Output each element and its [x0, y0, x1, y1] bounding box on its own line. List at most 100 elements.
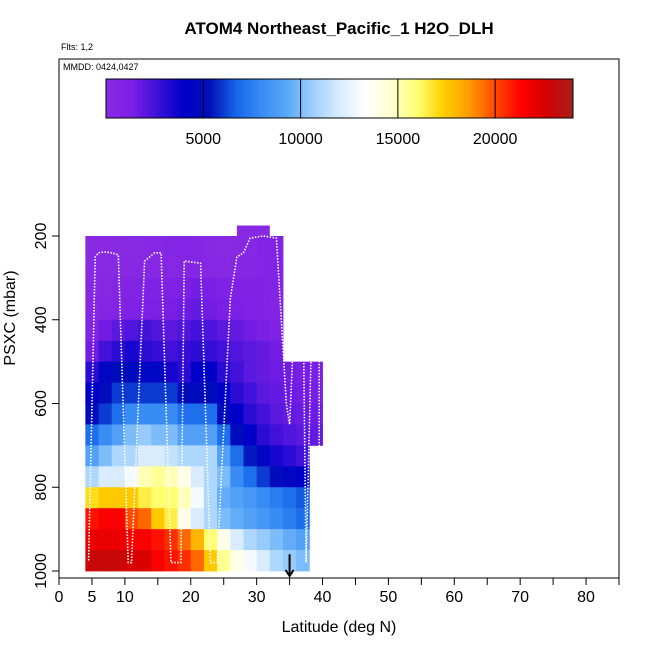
heatmap-cell	[217, 424, 231, 446]
heatmap-cell	[230, 445, 244, 467]
heatmap-cell	[190, 466, 205, 488]
x-axis: 0 5 10 20 30 40 50 60 70 80	[55, 578, 620, 606]
heatmap-cell	[164, 487, 178, 509]
heatmap-cell	[296, 487, 310, 509]
heatmap-cell	[111, 319, 126, 342]
heatmap-cell	[296, 403, 310, 425]
heatmap-cell	[98, 236, 113, 258]
heatmap-cell	[203, 508, 218, 530]
heatmap-cell	[269, 340, 284, 363]
x-tick-label: 30	[248, 589, 266, 606]
heatmap-cell	[256, 256, 271, 279]
heatmap-cell	[256, 466, 271, 488]
heatmap-cell	[164, 529, 178, 551]
heatmap-cell	[217, 403, 231, 425]
colorbar: 5000 10000 15000 20000	[105, 78, 574, 148]
heatmap-cell	[243, 403, 258, 425]
heatmap-cell	[111, 508, 126, 530]
x-tick-label: 80	[577, 589, 595, 606]
heatmap-cell	[230, 529, 244, 551]
heatmap-cell	[177, 236, 192, 258]
heatmap-cell	[269, 277, 284, 300]
heatmap-cell	[138, 487, 152, 509]
heatmap-cell	[177, 298, 192, 321]
heatmap-cell	[85, 277, 99, 300]
heatmap-cell	[164, 236, 178, 258]
heatmap-cell	[269, 319, 284, 342]
heatmap-cell	[85, 487, 99, 509]
heatmap-cell	[296, 382, 310, 404]
heatmap-cell	[190, 424, 205, 446]
heatmap-cell	[124, 403, 139, 425]
heatmap-cell	[296, 361, 310, 383]
heatmap-cell	[85, 340, 99, 363]
heatmap-cell	[269, 508, 284, 530]
heatmap-cell	[243, 319, 258, 342]
heatmap-cell	[230, 487, 244, 509]
heatmap-cell	[256, 550, 271, 572]
heatmap-cell	[230, 277, 244, 300]
heatmap-cell	[190, 529, 205, 551]
heatmap-cell	[190, 550, 205, 572]
heatmap-cell	[269, 256, 284, 279]
heatmap-cell	[190, 403, 205, 425]
heatmap-cell	[283, 361, 297, 383]
heatmap-cell	[164, 256, 178, 279]
heatmap-cell	[269, 403, 284, 425]
heatmap-cell	[151, 256, 165, 279]
x-tick-label: 0	[55, 589, 64, 606]
heatmap-cell	[283, 445, 297, 467]
chart-title: ATOM4 Northeast_Pacific_1 H2O_DLH	[184, 19, 493, 38]
heatmap-cell	[177, 466, 192, 488]
heatmap-cell	[111, 403, 126, 425]
heatmap-cell	[203, 361, 218, 383]
x-tick-label: 5	[87, 589, 96, 606]
y-tick-label: 1000	[33, 553, 50, 589]
heatmap-cell	[203, 277, 218, 300]
heatmap-cell	[151, 298, 165, 321]
flight-path	[87, 235, 321, 564]
heatmap-cell	[177, 487, 192, 509]
heatmap-cell	[190, 236, 205, 258]
heatmap-cell	[256, 298, 271, 321]
heatmap-cell	[164, 445, 178, 467]
heatmap-cell	[151, 445, 165, 467]
heatmap-cell	[269, 466, 284, 488]
heatmap-cell	[296, 529, 310, 551]
heatmap-cell	[138, 508, 152, 530]
heatmap-cell	[230, 403, 244, 425]
heatmap-cell	[256, 277, 271, 300]
heatmap-cell	[283, 529, 297, 551]
heatmap-cell	[124, 319, 139, 342]
heatmap-cell	[256, 403, 271, 425]
heatmap-cell	[151, 361, 165, 383]
heatmap-cell	[296, 424, 310, 446]
heatmap-cell	[98, 361, 113, 383]
x-tick-label: 10	[116, 589, 134, 606]
heatmap-cell	[164, 508, 178, 530]
heatmap-cell	[190, 361, 205, 383]
heatmap-cell	[256, 340, 271, 363]
heatmap-cell	[230, 298, 244, 321]
heatmap-cell	[124, 236, 139, 258]
heatmap-cell	[256, 508, 271, 530]
heatmap-cell	[269, 382, 284, 404]
heatmap-cell	[217, 550, 231, 572]
heatmap-cell	[98, 508, 113, 530]
heatmap-cell	[98, 256, 113, 279]
heatmap-cell	[256, 424, 271, 446]
heatmap-cell	[85, 508, 99, 530]
heatmap-cell	[151, 340, 165, 363]
heatmap-cell	[85, 529, 99, 551]
heatmap-cell	[269, 487, 284, 509]
colorbar-tick-label: 20000	[473, 131, 518, 148]
heatmap-cell	[138, 466, 152, 488]
heatmap-cell	[177, 529, 192, 551]
heatmap-cell	[124, 445, 139, 467]
heatmap-cell	[217, 298, 231, 321]
heatmap-cell	[98, 403, 113, 425]
heatmap-cell	[138, 361, 152, 383]
heatmap-cell	[217, 487, 231, 509]
heatmap-cell	[138, 424, 152, 446]
x-tick-label: 60	[445, 589, 463, 606]
